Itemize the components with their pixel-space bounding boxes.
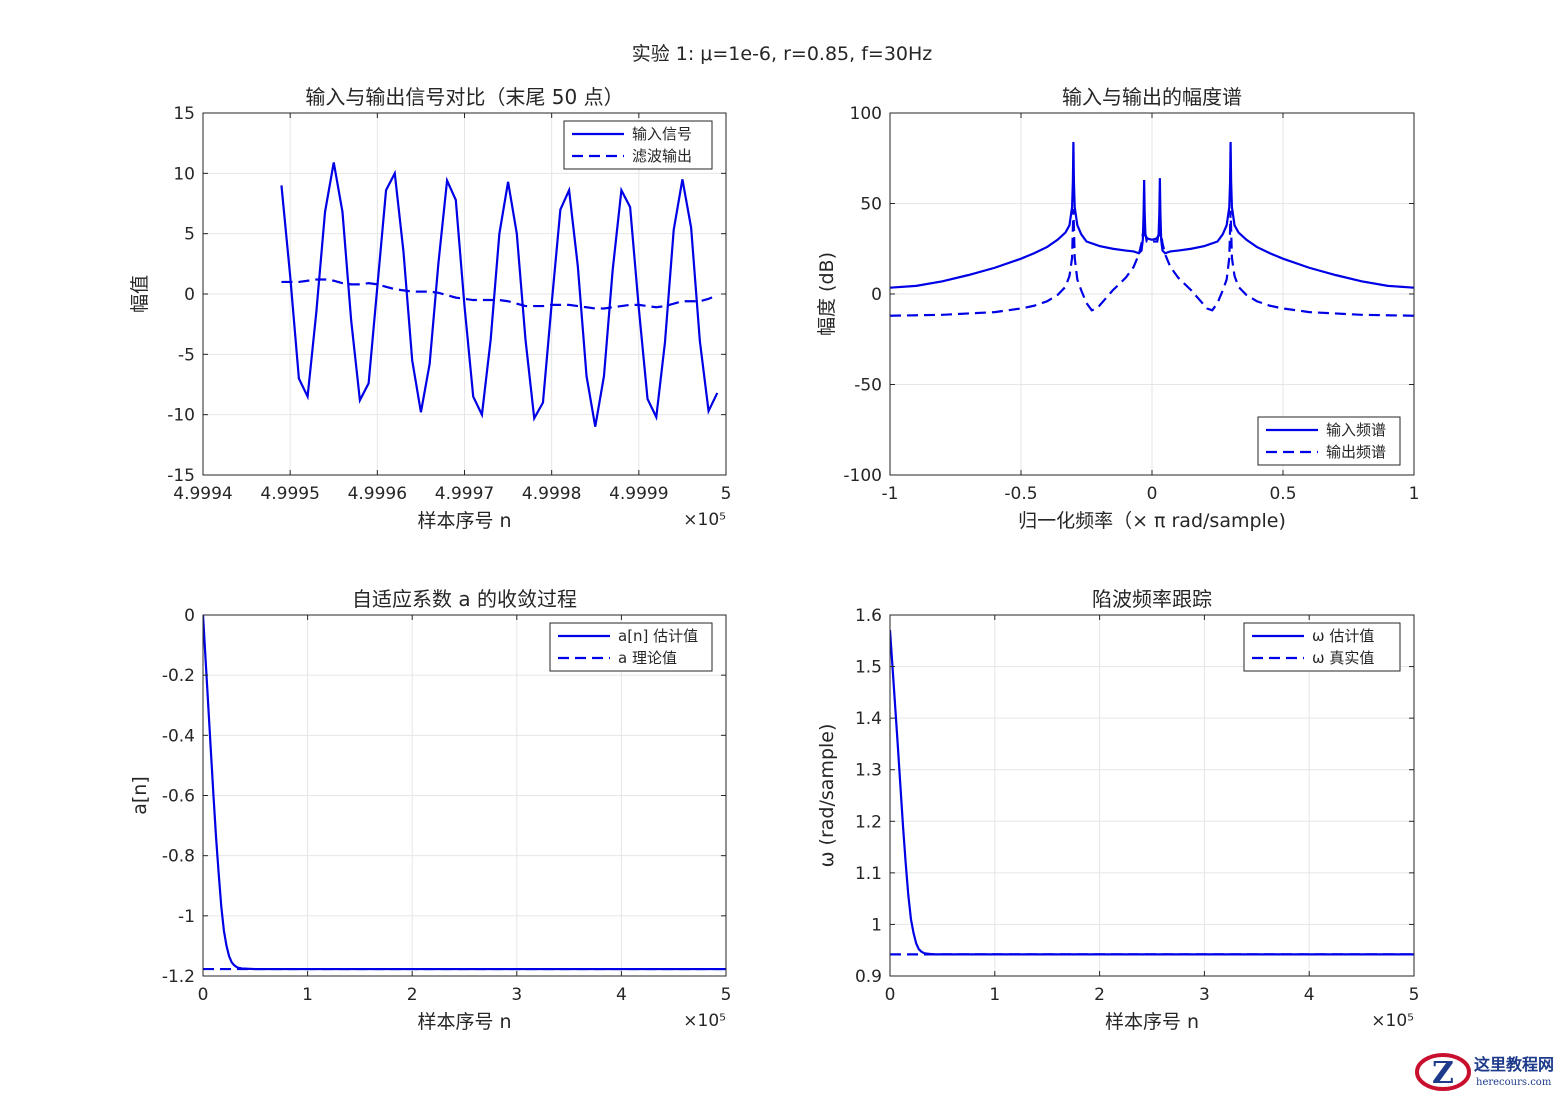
legend-entry: 输入信号 — [632, 125, 692, 143]
legend-entry: a[n] 估计值 — [618, 627, 698, 645]
x-tick-label: 0 — [1147, 484, 1158, 504]
legend: ω 估计值 ω 真实值 — [1243, 622, 1401, 672]
legend-entry: ω 真实值 — [1312, 649, 1374, 667]
logo-letter: Z — [1432, 1056, 1454, 1091]
x-tick-label: -0.5 — [1004, 484, 1037, 504]
subplot-3: 0 1 2 3 4 5 -1.2 -1 -0.8 -0.6 -0.4 -0.2 0 ×10⁵ 自适应系数 a… — [129, 587, 731, 1033]
legend-entry: ω 估计值 — [1312, 627, 1374, 645]
y-tick-label: 0.9 — [855, 967, 882, 987]
x-tick-label: 1 — [302, 985, 313, 1005]
y-tick-label: -50 — [854, 376, 882, 396]
axes-frame — [889, 614, 1415, 977]
y-tick-label: 1.1 — [855, 864, 882, 884]
y-tick-label: -1 — [178, 907, 195, 927]
x-axis-label: 样本序号 n — [417, 510, 511, 532]
subplot-title: 自适应系数 a 的收敛过程 — [352, 587, 577, 611]
x-exponent-label: ×10⁵ — [1371, 1011, 1414, 1031]
x-tick-label: 5 — [721, 484, 732, 504]
y-tick-label: 1.6 — [855, 606, 882, 626]
x-axis-label: 样本序号 n — [417, 1011, 511, 1033]
y-tick-label: 100 — [850, 104, 882, 124]
x-tick-label: 2 — [1094, 985, 1105, 1005]
x-tick-label: 4 — [1304, 985, 1315, 1005]
x-exponent-label: ×10⁵ — [683, 510, 726, 530]
legend-box — [563, 120, 713, 170]
x-tick-label: 4.9994 — [173, 484, 232, 504]
subplot-1: 4.9994 4.9995 4.9996 4.9997 4.9998 4.9999 5 -15… — [129, 85, 731, 532]
subplot-title: 输入与输出的幅度谱 — [1062, 85, 1242, 109]
y-tick-label: 15 — [173, 104, 195, 124]
x-tick-label: 3 — [1199, 985, 1210, 1005]
logo-cn-text: 这里教程网 — [1474, 1055, 1554, 1074]
watermark-logo: Z 这里教程网 herecours.com — [1415, 1053, 1554, 1091]
x-exponent-label: ×10⁵ — [683, 1011, 726, 1031]
y-tick-label: -0.4 — [162, 726, 195, 746]
legend-entry: a 理论值 — [618, 649, 677, 667]
x-tick-label: 4.9996 — [348, 484, 407, 504]
legend-entry: 输出频谱 — [1326, 443, 1386, 461]
y-axis-label: 幅度 (dB) — [816, 252, 838, 336]
logo-url-text: herecours.com — [1476, 1077, 1552, 1088]
legend-box — [1257, 416, 1401, 466]
x-tick-label: 4.9995 — [260, 484, 319, 504]
x-tick-label: -1 — [882, 484, 899, 504]
legend: a[n] 估计值 a 理论值 — [549, 622, 713, 672]
x-tick-label: 5 — [1409, 985, 1420, 1005]
logo-ring — [1415, 1053, 1471, 1091]
x-axis-label: 样本序号 n — [1105, 1011, 1199, 1033]
y-tick-label: 1.2 — [855, 812, 882, 832]
x-tick-label: 3 — [511, 985, 522, 1005]
x-tick-label: 0 — [885, 985, 896, 1005]
x-tick-label: 0 — [198, 985, 209, 1005]
series-line-2 — [281, 278, 718, 310]
y-tick-label: -0.2 — [162, 666, 195, 686]
y-tick-label: 1 — [871, 915, 882, 935]
x-tick-label: 1 — [989, 985, 1000, 1005]
y-axis-label: ω (rad/sample) — [816, 724, 838, 868]
y-tick-label: -0.6 — [162, 787, 195, 807]
x-axis-label: 归一化频率（× π rad/sample) — [1018, 510, 1286, 532]
x-tick-label: 4.9997 — [435, 484, 494, 504]
legend-entry: 滤波输出 — [632, 147, 692, 165]
subplot-4: 0 1 2 3 4 5 0.9 1 1.1 1.2 1.3 1.4 1.5 1.6 ×10⁵ 陷波频率跟踪样本… — [816, 587, 1419, 1033]
y-tick-label: 1.5 — [855, 658, 882, 678]
subplot-title: 陷波频率跟踪 — [1092, 587, 1212, 611]
subplot-2: -1 -0.5 0 0.5 1 -100 -50 0 50 100 输入与输出的幅度谱归一化频率（×… — [816, 85, 1419, 532]
figure-title: 实验 1: μ=1e-6, r=0.85, f=30Hz — [632, 43, 933, 65]
series-line-2 — [890, 208, 1414, 317]
y-tick-label: -1.2 — [162, 967, 195, 987]
y-tick-label: 5 — [184, 225, 195, 245]
y-tick-label: 10 — [173, 164, 195, 184]
x-tick-label: 5 — [721, 985, 732, 1005]
y-tick-label: 0 — [184, 285, 195, 305]
y-tick-label: -10 — [167, 406, 195, 426]
legend-box — [549, 622, 713, 672]
y-tick-label: 1.3 — [855, 761, 882, 781]
x-tick-label: 4.9998 — [522, 484, 581, 504]
series-line-1 — [280, 162, 719, 427]
subplot-title: 输入与输出信号对比（末尾 50 点） — [305, 85, 623, 109]
y-tick-label: -0.8 — [162, 847, 195, 867]
x-tick-label: 0.5 — [1269, 484, 1296, 504]
y-tick-label: 50 — [860, 195, 882, 215]
x-tick-label: 1 — [1409, 484, 1420, 504]
y-tick-label: 1.4 — [855, 709, 882, 729]
series-line-1 — [890, 141, 1414, 289]
y-tick-label: -100 — [843, 466, 882, 486]
y-tick-label: 0 — [871, 285, 882, 305]
plot-area — [890, 615, 1414, 976]
x-tick-label: 4.9999 — [609, 484, 668, 504]
y-tick-label: -15 — [167, 466, 195, 486]
y-tick-label: -5 — [178, 345, 195, 365]
y-axis-label: a[n] — [129, 776, 151, 815]
y-tick-label: 0 — [184, 606, 195, 626]
legend-entry: 输入频谱 — [1326, 421, 1386, 439]
y-axis-label: 幅值 — [129, 275, 151, 313]
legend-box — [1243, 622, 1401, 672]
x-tick-label: 2 — [407, 985, 418, 1005]
x-tick-label: 4 — [616, 985, 627, 1005]
